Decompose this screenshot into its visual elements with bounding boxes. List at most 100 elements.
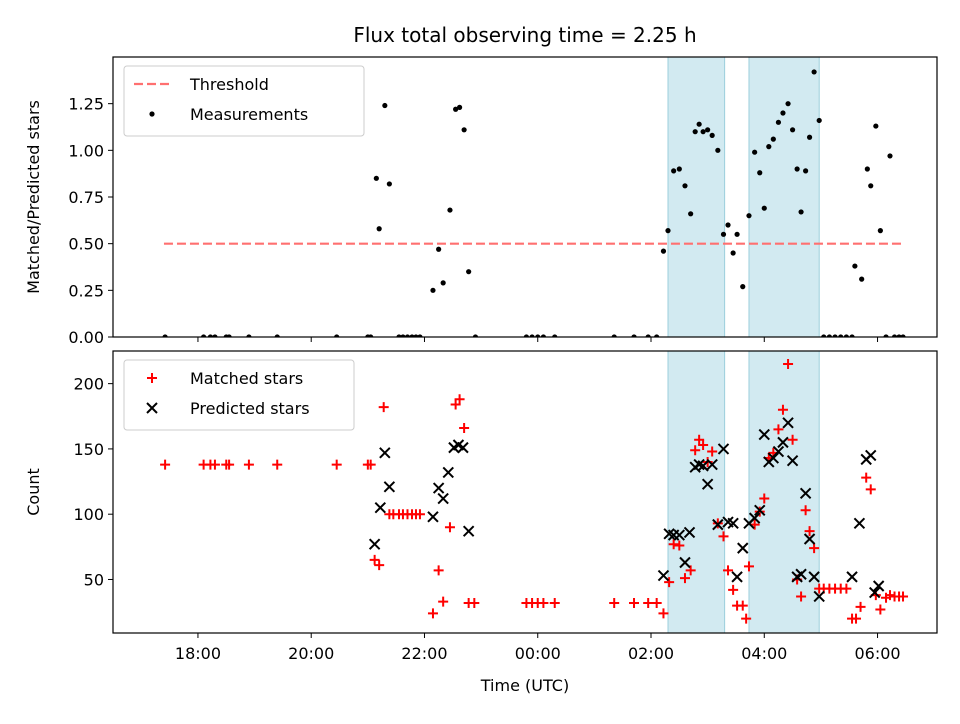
predicted-star-point xyxy=(758,428,770,441)
measurement-point xyxy=(843,334,849,337)
matched-star-point xyxy=(743,561,754,572)
predicted-star-point xyxy=(706,458,718,471)
matched-star-point xyxy=(414,509,425,520)
matched-star-point xyxy=(272,459,283,470)
measurement-point xyxy=(873,123,879,129)
measurement-point xyxy=(535,334,541,337)
y-tick-label: 0.00 xyxy=(68,328,104,347)
matched-star-point xyxy=(707,446,718,457)
y-tick-label: 100 xyxy=(73,505,104,524)
measurement-point xyxy=(226,334,232,337)
predicted-star-point xyxy=(673,529,686,541)
data-points xyxy=(162,69,906,337)
measurement-point xyxy=(447,207,453,213)
measurement-point xyxy=(785,101,791,107)
matched-star-point xyxy=(787,434,798,445)
legend-entry-label: Predicted stars xyxy=(190,399,310,418)
matched-star-point xyxy=(651,597,662,608)
measurement-point xyxy=(798,209,804,215)
measurement-point xyxy=(409,334,415,337)
matched-star-point xyxy=(679,573,690,584)
x-axis-label: Time (UTC) xyxy=(480,676,569,695)
matched-star-point xyxy=(796,591,807,602)
legend-measurement-swatch xyxy=(149,111,155,117)
matched-star-point xyxy=(629,597,640,608)
predicted-star-point xyxy=(683,526,696,539)
measurement-point xyxy=(752,149,758,155)
measurement-point xyxy=(676,166,682,172)
measurement-point xyxy=(645,334,651,337)
matched-star-point xyxy=(664,577,675,588)
y-axis-label: Count xyxy=(24,468,43,516)
measurement-point xyxy=(417,334,423,337)
y-tick-label: 0.50 xyxy=(68,235,104,254)
measurement-point xyxy=(660,248,667,254)
predicted-star-point xyxy=(748,512,761,524)
matched-star-point xyxy=(374,560,385,571)
measurement-point xyxy=(766,144,772,150)
predicted-star-point xyxy=(457,441,469,454)
measurement-point xyxy=(696,121,702,127)
matched-star-point xyxy=(800,505,811,516)
matched-star-point xyxy=(777,404,788,415)
matched-star-point xyxy=(454,394,465,405)
axes-frame xyxy=(112,350,938,634)
predicted-star-point xyxy=(808,571,820,583)
measurement-point xyxy=(700,129,706,135)
observing-window-span xyxy=(667,350,726,634)
matched-star-point xyxy=(783,359,794,370)
predicted-star-point xyxy=(846,571,858,583)
predicted-star-point xyxy=(657,569,670,582)
matched-star-point xyxy=(861,472,872,483)
observing-window-span xyxy=(748,350,820,634)
matched-star-point xyxy=(855,601,866,612)
predicted-star-point xyxy=(368,538,381,550)
predicted-star-point xyxy=(731,571,743,583)
matched-star-point xyxy=(668,539,679,550)
matched-star-point xyxy=(698,440,709,450)
measurement-point xyxy=(849,334,855,337)
measurement-point xyxy=(453,106,459,112)
measurement-point xyxy=(682,183,688,189)
measurement-point xyxy=(725,222,731,228)
x-tick-label: 02:00 xyxy=(628,644,674,663)
measurement-point xyxy=(794,166,800,172)
measurement-point xyxy=(832,334,838,337)
predicted-star-point xyxy=(379,447,391,459)
matched-star-point xyxy=(549,597,560,608)
measurement-point xyxy=(386,181,392,187)
predicted-star-point xyxy=(712,518,724,531)
matched-star-point xyxy=(875,604,886,615)
matched-star-point xyxy=(433,565,444,576)
matched-star-point xyxy=(851,613,862,624)
measurement-point xyxy=(896,334,902,337)
measurement-point xyxy=(746,213,752,219)
measurement-point xyxy=(404,334,411,337)
measurement-point xyxy=(757,170,763,176)
x-tick-label: 22:00 xyxy=(401,644,447,663)
matched-star-point xyxy=(884,590,895,601)
legend: Matched stars Predicted stars xyxy=(123,359,355,431)
matched-star-point xyxy=(444,522,455,533)
measurement-point xyxy=(654,334,660,337)
measurement-point xyxy=(456,104,463,110)
legend-entry-label: Threshold xyxy=(189,75,269,94)
y-tick-label: 200 xyxy=(73,375,104,394)
predicted-star-point xyxy=(777,436,789,449)
measurement-point xyxy=(709,132,715,138)
measurement-point xyxy=(631,334,637,337)
predicted-star-point xyxy=(767,452,780,464)
predicted-star-point xyxy=(437,492,449,505)
matched-star-point xyxy=(718,531,729,542)
measurement-point xyxy=(523,334,530,337)
legend-entry-label: Measurements xyxy=(190,105,308,124)
measurement-point xyxy=(274,334,280,337)
measurement-point xyxy=(852,263,858,269)
measurement-point xyxy=(207,334,214,337)
measurement-point xyxy=(413,334,419,337)
measurement-point xyxy=(246,334,252,337)
measurement-point xyxy=(529,334,535,337)
ratio-panel: 0.00 0.25 0.50 0.75 1.00 1.25 Matched/Predicte… xyxy=(24,56,938,347)
matched-star-point xyxy=(841,583,852,594)
legend-frame xyxy=(123,65,365,137)
